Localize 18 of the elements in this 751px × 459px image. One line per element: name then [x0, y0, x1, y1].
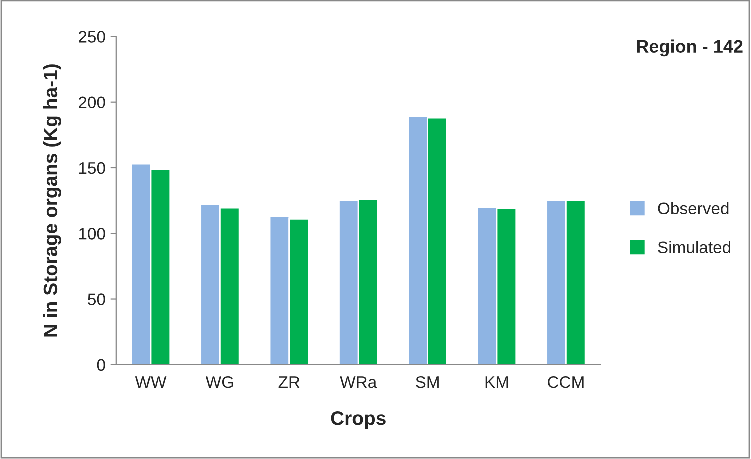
text: Region - 142	[637, 40, 743, 57]
y-tick-label: 150	[79, 162, 106, 174]
y-tick-label: 50	[88, 294, 106, 306]
y-tick-label: 200	[79, 96, 106, 109]
x-tick-label: KM	[486, 376, 508, 388]
x-axis-title: Crops	[331, 412, 386, 430]
y-tick-label: 100	[79, 228, 106, 240]
x-tick-label: SM	[416, 376, 439, 388]
legend-label: Observed	[658, 202, 729, 215]
x-tick-label: CCM	[548, 376, 584, 388]
y-tick-label: 250	[79, 31, 106, 43]
y-tick-label: 0	[97, 359, 106, 372]
legend-label: Simulated	[658, 241, 731, 254]
x-tick-label: WG	[206, 376, 234, 388]
y-axis-title: N in Storage organs (Kg ha-1)	[43, 64, 62, 337]
x-tick-label: WRa	[340, 376, 378, 388]
x-tick-label: WW	[135, 376, 167, 388]
x-tick-label: ZR	[278, 376, 300, 388]
